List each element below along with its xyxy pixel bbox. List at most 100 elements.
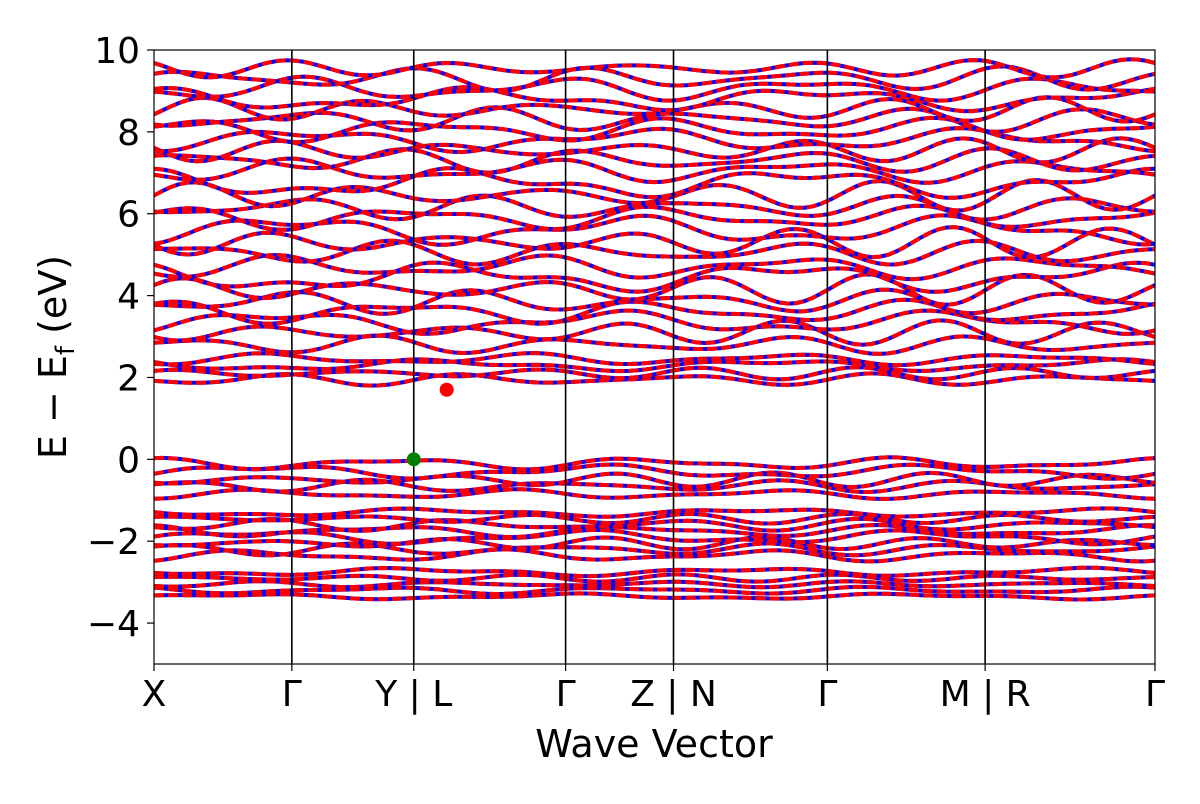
x-tick-label-2: Y | L <box>374 674 452 715</box>
band-23-down <box>154 318 1155 347</box>
band-21-down <box>154 351 1155 368</box>
y-axis: −4 −2 0 2 4 6 8 10 <box>87 31 154 645</box>
band-20 <box>154 357 1155 374</box>
x-axis: X Γ Y | L Γ Z | N Γ M | R Γ <box>142 664 1165 715</box>
x-tick-label-6: M | R <box>940 674 1031 715</box>
band-23 <box>154 318 1155 347</box>
band-1 <box>154 584 1155 597</box>
band-22-down <box>154 333 1155 356</box>
x-axis-title: Wave Vector <box>535 722 773 766</box>
y-tick-label-3: 2 <box>117 358 140 399</box>
band-47-down <box>154 57 1155 80</box>
band-8-up <box>154 527 1155 547</box>
band-13-up <box>154 487 1155 501</box>
band-2-down <box>154 579 1155 590</box>
y-tick-label-4: 4 <box>117 277 140 318</box>
band-25-down <box>154 297 1155 326</box>
y-axis-title-sub: f <box>51 345 81 355</box>
band-8 <box>154 527 1155 547</box>
band-17 <box>154 455 1155 472</box>
y-axis-title: E − Ef (eV) <box>31 255 81 459</box>
band-5 <box>154 547 1155 564</box>
band-35-down <box>154 178 1155 213</box>
band-38 <box>154 146 1155 175</box>
band-10 <box>154 516 1155 533</box>
band-39 <box>154 136 1155 165</box>
band-6-down <box>154 541 1155 558</box>
band-11-up <box>154 511 1155 526</box>
y-tick-label-5: 6 <box>117 195 140 236</box>
band-39-down <box>154 136 1155 165</box>
band-18-up <box>154 371 1155 388</box>
y-tick-label-6: 8 <box>117 113 140 154</box>
band-33 <box>154 203 1155 232</box>
band-10-down <box>154 516 1155 533</box>
band-31-up <box>154 225 1155 260</box>
x-tick-label-3: Γ <box>556 674 576 715</box>
cbm-marker <box>439 382 454 397</box>
kpoint-lines <box>291 50 986 664</box>
band-41-down <box>154 115 1155 145</box>
band-12-down <box>154 506 1155 519</box>
bands-layer <box>154 57 1155 602</box>
band-19-down <box>154 365 1155 382</box>
band-19 <box>154 365 1155 382</box>
band-4-down <box>154 565 1155 579</box>
band-1-down <box>154 584 1155 597</box>
plot-frame <box>153 49 1156 665</box>
band-44 <box>154 85 1155 114</box>
x-tick-label-1: Γ <box>282 674 302 715</box>
band-17-up <box>154 455 1155 472</box>
markers-layer <box>406 382 454 467</box>
band-21 <box>154 351 1155 368</box>
band-2-up <box>154 579 1155 590</box>
band-45-down <box>154 74 1155 103</box>
y-tick-label-2: 0 <box>117 440 140 481</box>
band-7 <box>154 535 1155 552</box>
band-16 <box>154 462 1155 481</box>
band-31 <box>154 225 1155 260</box>
y-axis-title-main: E − E <box>31 355 75 459</box>
band-5-up <box>154 547 1155 564</box>
band-35 <box>154 178 1155 213</box>
band-46-up <box>154 64 1155 93</box>
vbm-marker <box>406 452 421 467</box>
band-43 <box>154 95 1155 124</box>
band-37 <box>154 156 1155 185</box>
y-tick-label-1: −2 <box>87 522 140 563</box>
band-25 <box>154 297 1155 326</box>
y-axis-title-unit: (eV) <box>31 255 75 346</box>
band-29 <box>154 253 1155 282</box>
band-0-down <box>154 591 1155 602</box>
band-15 <box>154 470 1155 490</box>
band-44-down <box>154 85 1155 114</box>
band-15-down <box>154 470 1155 490</box>
band-3-up <box>154 572 1155 584</box>
band-46-down <box>154 64 1155 93</box>
x-tick-label-4: Z | N <box>630 674 717 715</box>
band-0-up <box>154 591 1155 602</box>
band-12 <box>154 506 1155 519</box>
band-45 <box>154 74 1155 103</box>
band-26 <box>154 287 1155 316</box>
y-tick-label-0: −4 <box>87 604 140 645</box>
band-9-up <box>154 522 1155 540</box>
band-0 <box>154 591 1155 602</box>
band-20-up <box>154 357 1155 374</box>
band-45-up <box>154 74 1155 103</box>
band-37-down <box>154 156 1155 185</box>
x-tick-label-5: Γ <box>817 674 837 715</box>
band-36-down <box>154 166 1155 200</box>
band-3 <box>154 572 1155 584</box>
band-31-down <box>154 225 1155 260</box>
band-28 <box>154 260 1155 294</box>
band-4 <box>154 565 1155 579</box>
band-46 <box>154 64 1155 93</box>
band-16-up <box>154 462 1155 481</box>
band-2 <box>154 579 1155 590</box>
band-38-down <box>154 146 1155 175</box>
band-47 <box>154 57 1155 80</box>
x-tick-label-7: Γ <box>1145 674 1165 715</box>
